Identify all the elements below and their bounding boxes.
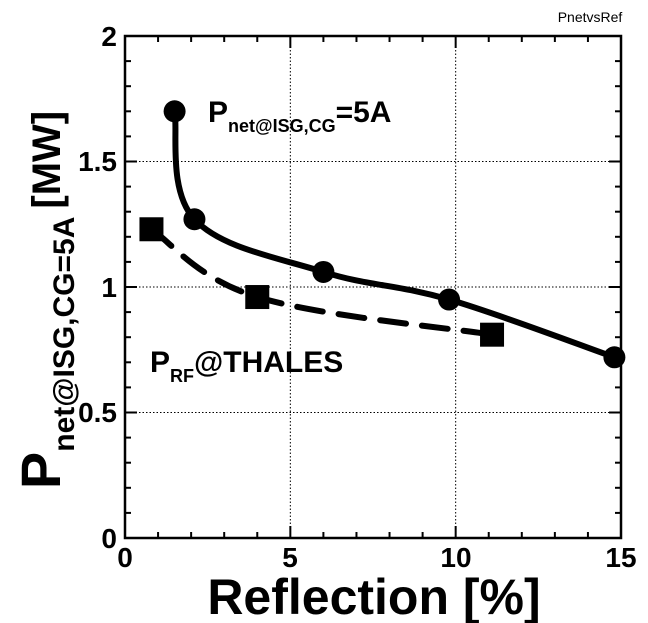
x-tick-10: 10 [440,542,471,573]
series-0-point-3 [438,288,461,311]
x-tick-15: 15 [605,542,636,573]
axis-ticks [124,35,622,539]
series-0-point-0 [163,100,186,123]
x-tick-0: 0 [117,542,133,573]
series-line-1 [148,226,496,338]
y-tick-0: 0 [101,523,117,554]
series-0-point-2 [312,260,335,283]
series-1-point-1 [245,285,270,310]
series-label-prf: PRF@THALES [150,346,343,386]
data-markers [139,100,626,369]
y-axis-title: Pnet@ISG,CG=5A[MW] [9,111,81,489]
series-1-point-2 [480,322,505,347]
y-tick-2: 2 [101,21,117,52]
series-1-point-0 [139,217,164,242]
chart-title: PnetvsRef [558,9,623,25]
y-tick-1: 1 [101,272,117,303]
series-0-point-4 [603,346,626,369]
x-axis-title: Reflection [%] [207,569,540,623]
series-lines [148,108,618,361]
y-tick-0-5: 0.5 [78,397,117,428]
series-label-pnet: Pnet@ISG,CG=5A [208,96,391,136]
y-tick-1-5: 1.5 [78,146,117,177]
series-0-point-1 [183,208,206,231]
grid-lines [125,36,621,538]
x-tick-5: 5 [282,542,298,573]
